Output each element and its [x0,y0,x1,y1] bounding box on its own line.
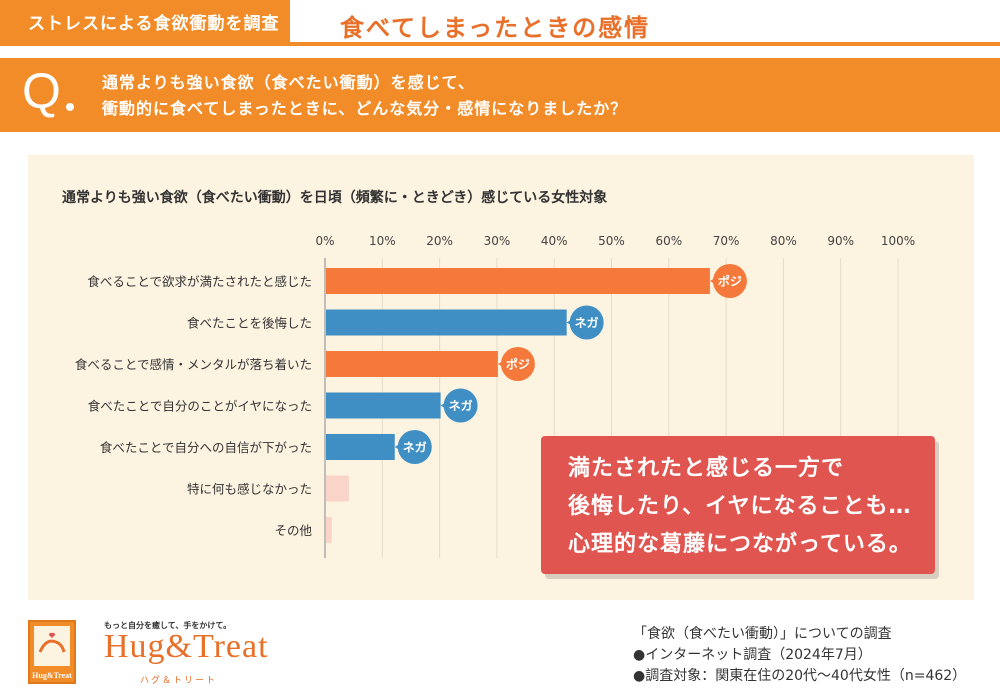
bar [326,475,349,502]
brand-kana: ハグ＆トリート [140,676,218,686]
source-line-3: ●調査対象：関東在住の20代～40代女性（n=462） [633,668,967,684]
category-label: 食べることで欲求が満たされたと感じた [87,274,312,289]
question-bar: Q 通常よりも強い食欲（食べたい衝動）を感じて、 衝動的に食べてしまったときに、… [0,58,1000,132]
source-line-1: 「食欲（食べたい衝動）」についての調査 [633,626,892,642]
category-label: 食べたことを後悔した [187,316,312,331]
sentiment-badge: ポジ [497,347,535,381]
sentiment-badge: ネガ [566,305,604,340]
page-title: 食べてしまったときの感情 [340,14,651,42]
category-label: 食べたことで自分への自信が下がった [100,440,312,455]
hands-heart-icon [34,626,70,666]
category-label: 食べることで感情・メンタルが落ち着いた [75,357,312,372]
question-mark: Q [22,63,61,119]
header-rule [0,42,1000,46]
x-tick-label: 10% [369,234,396,248]
bar [326,309,567,336]
svg-text:ネガ: ネガ [403,440,427,455]
svg-text:ポジ: ポジ [506,357,530,372]
brand-logo: Hug&Treat [28,620,76,684]
x-tick-label: 90% [827,234,854,248]
category-label: 食べたことで自分のことがイヤになった [88,399,312,414]
x-tick-label: 100% [881,234,915,248]
survey-source: 「食欲（食べたい衝動）」についての調査 ●インターネット調査（2024年7月） … [633,624,966,687]
sentiment-badge: ネガ [394,430,432,464]
sentiment-badge: ネガ [440,388,478,423]
sentiment-badge: ポジ [709,264,747,298]
x-tick-label: 30% [484,234,511,248]
bar [326,392,441,419]
survey-tag: ストレスによる食欲衝動を調査 [0,0,290,42]
callout-line-1: 満たされたと感じる一方で [568,456,845,481]
question-text: 通常よりも強い食欲（食べたい衝動）を感じて、 衝動的に食べてしまったときに、どん… [102,70,627,122]
question-line-2: 衝動的に食べてしまったときに、どんな気分・感情になりましたか？ [102,99,628,118]
x-tick-label: 0% [315,234,334,248]
x-tick-label: 70% [713,234,740,248]
bar [326,434,395,460]
brand-tagline: もっと自分を癒して、手をかけて。 [104,621,232,630]
callout-box: 満たされたと感じる一方で 後悔したり、イヤになることも… 心理的な葛藤につながっ… [541,436,935,574]
bar [326,351,498,377]
source-line-2: ●インターネット調査（2024年7月） [633,647,872,663]
svg-text:ネガ: ネガ [449,398,473,413]
question-dot [66,103,74,111]
x-tick-label: 50% [598,234,625,248]
brand-name: Hug&Treat [104,628,269,665]
x-tick-label: 40% [541,234,568,248]
bar [326,268,710,294]
bar [326,517,332,543]
category-label: 特に何も感じなかった [187,482,312,497]
callout-line-2: 後悔したり、イヤになることも… [568,494,912,519]
svg-text:ポジ: ポジ [718,274,742,289]
x-tick-label: 20% [426,234,453,248]
x-tick-label: 80% [770,234,797,248]
callout-line-3: 心理的な葛藤につながっている。 [568,532,912,557]
chart-title: 通常よりも強い食欲（食べたい衝動）を日頃（頻繁に・ときどき）感じている女性対象 [62,190,608,206]
logo-label: Hug&Treat [32,671,72,680]
category-label: その他 [274,523,312,538]
x-tick-label: 60% [655,234,682,248]
question-line-1: 通常よりも強い食欲（食べたい衝動）を感じて、 [102,73,475,92]
svg-text:ネガ: ネガ [575,315,599,330]
